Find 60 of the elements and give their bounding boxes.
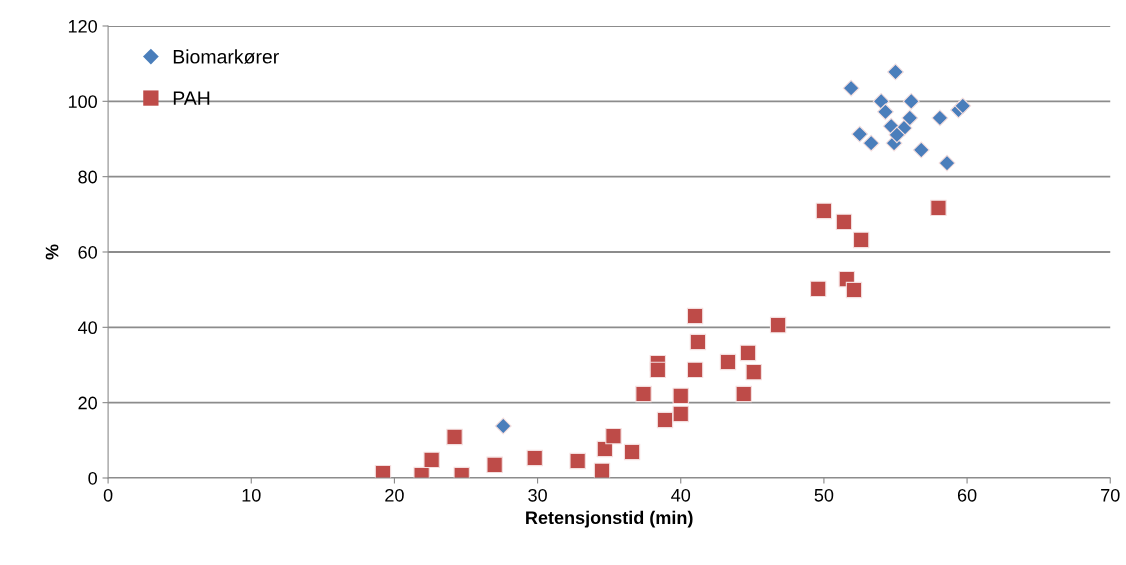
point [835, 213, 853, 231]
y-tick-label: 120 [68, 19, 97, 33]
point [877, 103, 894, 121]
point [486, 456, 503, 474]
point [851, 125, 869, 143]
x-tick-label: 60 [957, 488, 977, 502]
point [887, 63, 904, 81]
point [686, 361, 704, 379]
point [686, 307, 704, 325]
point [901, 109, 919, 127]
y-tick-label: 100 [68, 95, 97, 109]
point [739, 344, 757, 362]
point [769, 316, 787, 334]
point [593, 462, 611, 478]
y-tick-label: 20 [78, 396, 97, 410]
point [494, 417, 512, 435]
point [446, 428, 463, 446]
point [605, 427, 622, 445]
x-tick-label: 40 [671, 488, 691, 502]
x-tick-label: 50 [814, 488, 834, 502]
y-tick-label: 40 [78, 321, 97, 335]
point [672, 405, 689, 423]
point [930, 199, 947, 217]
point [954, 97, 972, 115]
point [862, 134, 880, 152]
point [526, 449, 543, 467]
x-axis-title: Retensjonstid (min) [526, 510, 693, 528]
point [852, 231, 870, 249]
point [902, 92, 920, 110]
point [809, 280, 827, 298]
point [649, 361, 667, 379]
point [689, 333, 707, 351]
point [931, 109, 949, 127]
point [423, 451, 440, 469]
point [719, 353, 737, 371]
x-tick-label: 0 [103, 488, 113, 502]
point [845, 281, 863, 299]
point [745, 363, 762, 381]
point [888, 126, 906, 144]
y-axis-title: % [45, 244, 59, 260]
x-tick-label: 10 [242, 488, 261, 502]
point [842, 79, 860, 97]
x-tick-label: 30 [528, 488, 547, 502]
point [635, 385, 652, 403]
point [735, 385, 752, 403]
point [623, 443, 641, 461]
x-tick-label: 20 [385, 488, 404, 502]
point [815, 202, 833, 220]
legend-label: Biomarkører [173, 49, 279, 64]
point [912, 141, 930, 159]
point [569, 452, 586, 470]
legend-label: PAH [173, 91, 210, 105]
y-tick-label: 60 [78, 245, 97, 259]
x-tick-label: 70 [1101, 488, 1120, 502]
y-tick-label: 0 [88, 471, 97, 485]
y-tick-label: 80 [78, 170, 97, 184]
point [672, 387, 689, 405]
point [872, 92, 890, 110]
point [656, 411, 674, 429]
point [938, 154, 956, 172]
